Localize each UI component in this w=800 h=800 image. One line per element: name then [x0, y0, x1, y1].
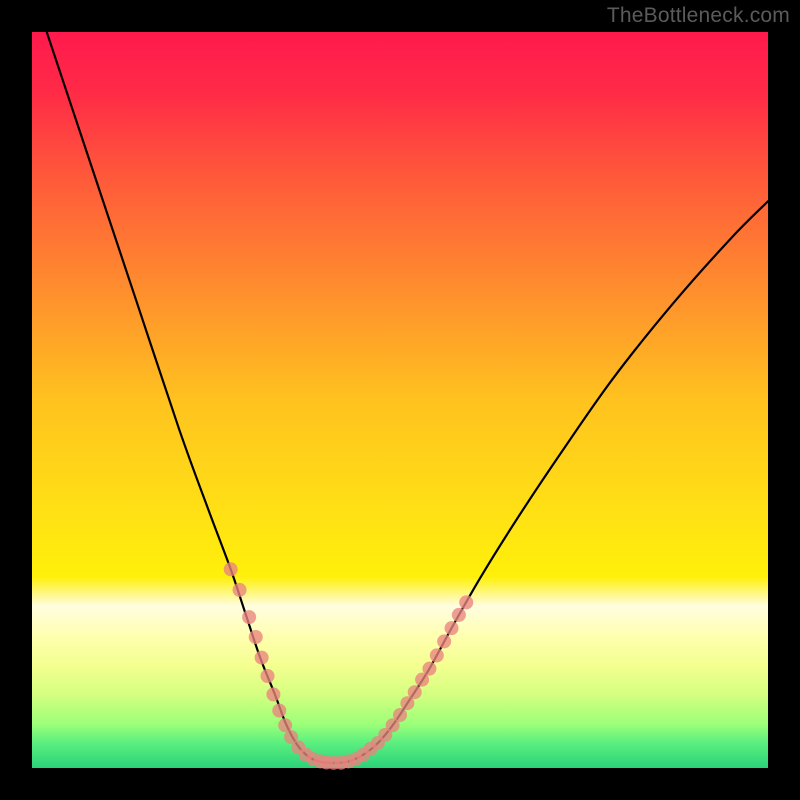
- data-marker: [224, 562, 238, 576]
- data-marker: [249, 630, 263, 644]
- data-marker: [242, 610, 256, 624]
- chart-stage: TheBottleneck.com: [0, 0, 800, 800]
- data-marker: [408, 685, 422, 699]
- data-marker: [393, 708, 407, 722]
- data-marker: [445, 621, 459, 635]
- data-marker: [272, 704, 286, 718]
- data-marker: [437, 634, 451, 648]
- data-marker: [430, 648, 444, 662]
- bottleneck-chart: [0, 0, 800, 800]
- data-marker: [233, 583, 247, 597]
- data-marker: [422, 662, 436, 676]
- data-marker: [255, 651, 269, 665]
- plot-background: [32, 32, 768, 768]
- data-marker: [459, 595, 473, 609]
- data-marker: [261, 669, 275, 683]
- data-marker: [266, 687, 280, 701]
- data-marker: [452, 608, 466, 622]
